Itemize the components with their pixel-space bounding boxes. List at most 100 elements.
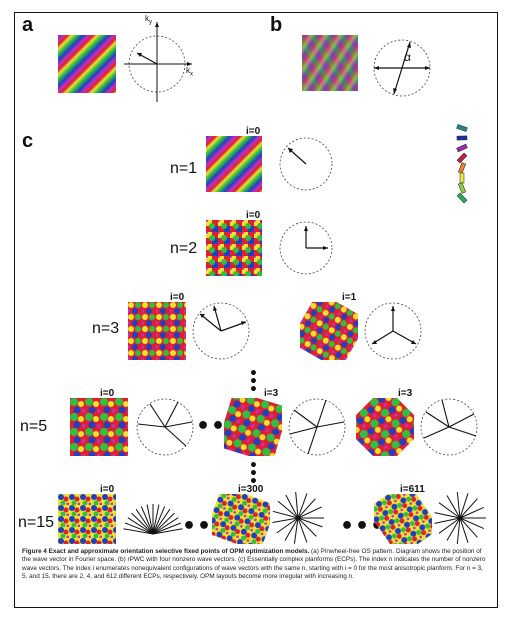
index-label-n3-i1: i=1 (342, 292, 357, 303)
fourier-diagram-b (373, 39, 431, 97)
index-label-n1-i0: i=0 (246, 126, 261, 137)
wave-vector-arrow (459, 498, 478, 519)
wave-vector-arrow (459, 506, 485, 519)
fourier-diagram-n3-i0 (192, 302, 250, 360)
fourier-diagram-n5-i0 (136, 398, 194, 456)
index-label-n2-i0: i=0 (246, 210, 261, 221)
fourier-diagram-n3-i1 (364, 302, 422, 360)
figure-caption: Figure 4 Exact and approximate orientati… (22, 548, 490, 582)
ecp-pattern-n2 (206, 220, 262, 276)
fourier-diagram-n2 (279, 221, 333, 275)
wave-vector-arrow (446, 517, 461, 541)
wave-vector-arrow (276, 517, 299, 534)
wave-vector-arrow (297, 493, 308, 519)
index-label-n15-i0: i=0 (100, 484, 115, 495)
caption-body: (a) Pinwheel-free OS pattern. Diagram sh… (22, 548, 486, 581)
wave-vector-arrow (456, 517, 461, 544)
wave-vector-arrow (285, 494, 299, 519)
legend-orientation-bar (457, 162, 467, 174)
row-label-n2: n=2 (170, 240, 198, 257)
wave-vector-arrow (124, 522, 154, 535)
wave-vector-arrow (438, 517, 461, 534)
wave-vector-arrow (152, 528, 183, 535)
fourier-diagram-n15-i611 (434, 492, 486, 544)
panel-label-b: b (270, 14, 283, 36)
fourier-diagram-n5-i3-a (288, 398, 346, 456)
legend-orientation-bar (456, 135, 468, 141)
index-label-n5-i3-b: i=3 (398, 388, 413, 399)
alpha-label: α (404, 50, 411, 64)
fourier-diagram-a (124, 22, 192, 102)
legend-orientation-bar (456, 143, 468, 153)
wave-vector-arrow (277, 500, 299, 519)
row-label-n15: n=15 (18, 514, 55, 531)
rpwc-pattern-b (302, 35, 358, 91)
wave-vector-arrow (146, 504, 154, 535)
wave-vector-arrow (140, 506, 154, 535)
ecp-pattern-n5-i3-a (224, 398, 282, 456)
wave-vector-arrow (152, 508, 171, 535)
orientation-color-legend (456, 124, 468, 204)
wave-vector-arrow (131, 512, 154, 535)
wave-vector-arrow (459, 517, 485, 530)
row-label-n1: n=1 (170, 160, 198, 177)
wave-vector-arrow (272, 517, 299, 523)
vertical-ellipsis-1: • • • (249, 366, 258, 398)
wave-vector-arrow (434, 517, 461, 524)
wave-vector-arrow (297, 517, 308, 543)
legend-orientation-bar (456, 192, 468, 204)
wave-vector-arrow (272, 510, 299, 519)
ecp-pattern-n15-i611 (374, 494, 432, 544)
fourier-diagram-n15-i300 (272, 492, 324, 544)
wave-vector-arrow (152, 512, 175, 535)
wave-vector-arrow (123, 528, 154, 535)
ecp-pattern-n3-i1 (300, 302, 358, 360)
ecp-pattern-n15-i0 (58, 494, 116, 544)
wave-vector-arrow (459, 517, 469, 543)
figure-frame (14, 12, 498, 608)
wave-vector-arrow (446, 495, 461, 519)
wave-vector-arrow (297, 506, 322, 519)
legend-orientation-bar (457, 182, 467, 194)
index-label-n15-i300: i=300 (238, 484, 264, 495)
panel-label-a: a (22, 14, 34, 36)
ecp-pattern-n5-i3-b (356, 398, 414, 456)
legend-orientation-bar (459, 172, 465, 184)
wave-vector-arrow (127, 517, 154, 535)
legend-orientation-bar (456, 124, 468, 132)
row-label-n3: n=3 (92, 320, 120, 337)
fourier-diagram-n15-i0 (123, 504, 183, 535)
index-label-n3-i0: i=0 (170, 292, 185, 303)
ecp-pattern-n3-i0 (128, 302, 186, 360)
wave-vector-arrow (459, 517, 478, 538)
ecp-pattern-n15-i300 (212, 494, 270, 544)
wave-vector-arrow (152, 504, 160, 535)
ecp-pattern-n5-i0 (70, 398, 128, 456)
wave-vector-arrow (297, 498, 316, 519)
index-label-n5-i0: i=0 (100, 388, 115, 399)
ecp-pattern-n1 (206, 136, 262, 192)
wave-vector-arrow (152, 517, 179, 535)
wave-vector-arrow (295, 492, 299, 519)
fourier-diagram-n5-i3-b (420, 398, 478, 456)
index-label-n5-i3-a: i=3 (264, 388, 279, 399)
kx-label: kx (186, 66, 193, 78)
wave-vector-arrow (434, 512, 461, 519)
caption-title: Figure 4 Exact and approximate orientati… (22, 548, 310, 555)
legend-orientation-bar (456, 152, 468, 164)
wave-vector-arrow (135, 508, 154, 535)
os-pattern-stripes-a (58, 35, 116, 93)
wave-vector-arrow (284, 517, 299, 541)
wave-vector-arrow (293, 517, 299, 544)
index-label-n15-i611: i=611 (400, 484, 425, 495)
panel-label-c: c (22, 130, 34, 152)
wave-vector-arrow (297, 517, 317, 537)
vertical-ellipsis-2: • • • (249, 458, 258, 490)
wave-vector-arrow (456, 492, 461, 519)
wave-vector-arrow (297, 517, 323, 528)
row-label-n5: n=5 (20, 418, 48, 435)
wave-vector-arrow (152, 522, 182, 535)
wave-vector-arrow (152, 506, 166, 535)
wave-vector-arrow (459, 493, 469, 519)
wave-vector-arrow (438, 502, 461, 519)
